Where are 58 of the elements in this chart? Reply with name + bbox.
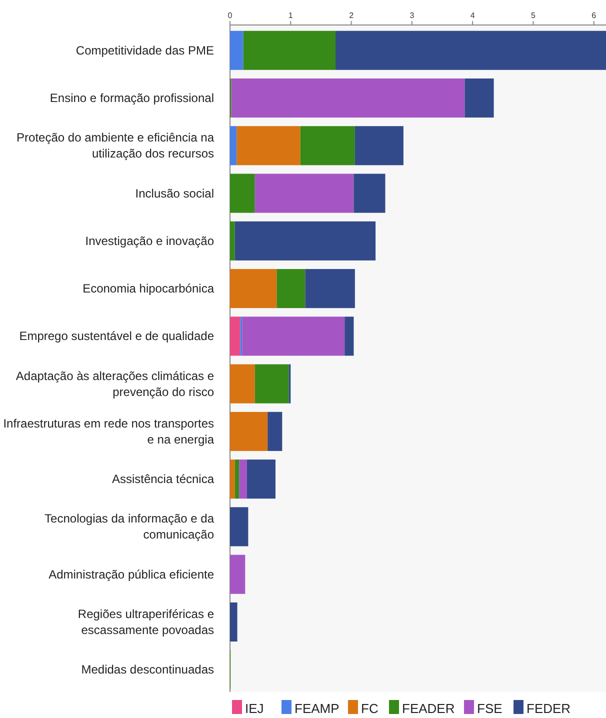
bar xyxy=(300,126,355,166)
bar xyxy=(239,460,247,499)
bar xyxy=(254,174,354,213)
y-tick-label: Adaptação às alterações climáticas e prevenção do risco xyxy=(16,368,214,399)
x-tick-label: 6 xyxy=(592,11,597,20)
y-tick-label: Emprego sustentável e de qualidade xyxy=(19,329,214,344)
bar xyxy=(305,269,355,308)
bar xyxy=(276,269,306,308)
bar xyxy=(243,30,336,70)
bar xyxy=(230,364,255,404)
bar xyxy=(230,554,246,594)
bar xyxy=(242,316,345,356)
y-tick-label: Inclusão social xyxy=(135,186,214,200)
bar xyxy=(354,174,386,213)
legend-label: FEDER xyxy=(526,701,571,716)
x-tick-label: 5 xyxy=(531,11,536,20)
bar xyxy=(230,174,255,213)
bar xyxy=(268,412,282,451)
y-tick-label: Proteção do ambiente e eficiência na utilização dos recursos xyxy=(16,130,214,161)
x-tick-label: 4 xyxy=(470,11,476,20)
bar xyxy=(234,460,240,499)
y-tick-label: Regiões ultraperiféricas e escassamente povoadas xyxy=(78,606,214,637)
legend-label: IEJ xyxy=(245,701,264,716)
bar xyxy=(246,460,276,499)
bar xyxy=(230,221,235,260)
bar xyxy=(254,364,289,404)
bar xyxy=(354,126,404,166)
y-tick-label: Infraestruturas em rede nos transportes e na energia xyxy=(3,416,214,446)
bar xyxy=(230,269,277,308)
legend-label: FC xyxy=(361,701,378,716)
bar xyxy=(230,412,268,451)
bar xyxy=(231,78,465,118)
x-tick-label: 0 xyxy=(228,11,233,20)
x-tick-label: 3 xyxy=(410,11,415,20)
x-tick-label: 1 xyxy=(288,11,294,20)
y-tick-label: Administração pública eficiente xyxy=(48,567,214,582)
bar xyxy=(230,507,248,546)
y-tick-label: Competitividade das PME xyxy=(76,43,214,58)
bar xyxy=(236,126,300,166)
bar xyxy=(230,602,238,642)
bar xyxy=(234,221,376,260)
legend-label: FEADER xyxy=(402,701,455,716)
legend-label: FSE xyxy=(477,701,503,716)
bar xyxy=(336,30,606,70)
y-tick-label: Tecnologias da informação e da comunicação xyxy=(44,512,214,542)
y-tick-label: Investigação e inovação xyxy=(85,234,214,248)
y-tick-label: Medidas descontinuadas xyxy=(81,662,214,677)
y-tick-label: Assistência técnica xyxy=(112,472,214,486)
y-tick-label: Ensino e formação profissional xyxy=(50,91,214,106)
legend-label: FEAMP xyxy=(294,701,340,716)
bar xyxy=(344,316,354,356)
bar xyxy=(230,316,240,356)
x-tick-label: 2 xyxy=(349,11,354,20)
y-tick-label: Economia hipocarbónica xyxy=(82,282,214,296)
bar xyxy=(464,78,494,118)
bar xyxy=(230,30,244,70)
bar xyxy=(230,126,237,166)
bar xyxy=(230,460,235,499)
